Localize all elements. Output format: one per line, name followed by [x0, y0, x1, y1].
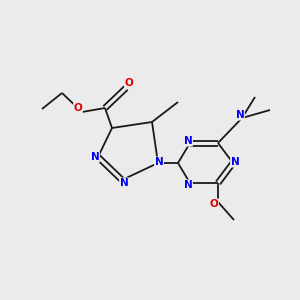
Text: N: N — [184, 180, 192, 190]
Text: N: N — [184, 136, 192, 146]
Text: N: N — [154, 157, 164, 167]
Text: O: O — [74, 103, 82, 113]
Text: O: O — [124, 78, 134, 88]
Text: O: O — [210, 199, 218, 209]
Text: N: N — [120, 178, 128, 188]
Text: N: N — [231, 157, 239, 167]
Text: N: N — [236, 110, 244, 120]
Text: N: N — [91, 152, 99, 162]
